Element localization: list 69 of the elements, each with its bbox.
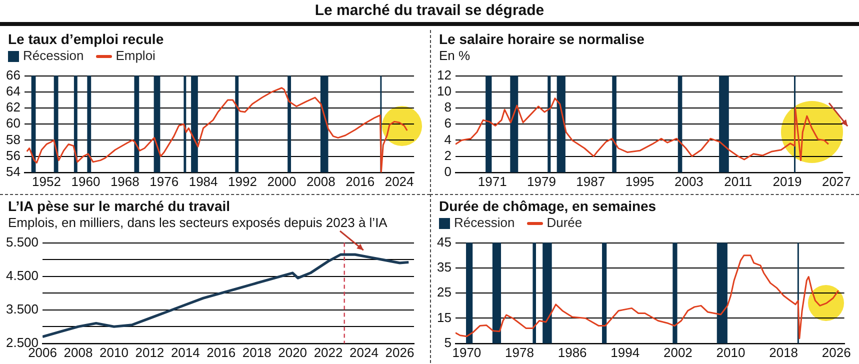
x-tick-label: 2016 — [346, 174, 375, 189]
y-tick-label: 66 — [6, 67, 20, 82]
x-tick-label: 2012 — [135, 344, 164, 360]
y-tick-label: 6 — [444, 116, 452, 131]
x-tick-label: 2000 — [267, 174, 296, 189]
legend-label: Emploi — [116, 48, 156, 64]
chart-subtitle: En % — [438, 48, 472, 64]
x-tick-label: 1952 — [32, 174, 61, 189]
y-tick-label: 2 — [444, 148, 452, 163]
x-tick-label: 1968 — [110, 174, 140, 189]
x-tick-label: 1971 — [478, 174, 507, 189]
legend-label: Récession — [23, 48, 84, 64]
x-tick-label: 2018 — [242, 344, 272, 360]
x-tick-label: 1978 — [505, 344, 534, 360]
x-tick-label: 2019 — [772, 174, 802, 189]
x-tick-label: 2024 — [384, 174, 414, 189]
y-tick-label: 10 — [436, 83, 452, 98]
y-tick-label: 5.500 — [6, 234, 39, 250]
y-tick-label: 3.500 — [6, 301, 39, 316]
x-tick-label: 2008 — [64, 344, 93, 360]
x-tick-label: 2002 — [663, 344, 692, 360]
x-tick-label: 2003 — [674, 174, 704, 189]
chart-title: Le salaire horaire se normalise — [438, 30, 646, 48]
x-tick-label: 1987 — [576, 174, 606, 189]
text: Le marché du travail se dégrade — [0, 0, 859, 26]
y-tick-label: 4.500 — [6, 268, 39, 283]
x-tick-label: 1994 — [610, 344, 640, 360]
x-tick-label: 1960 — [71, 174, 100, 189]
y-tick-label: 54 — [6, 164, 20, 179]
chart-subtitle: Emplois, en milliers, dans les secteurs exposés depuis 2023 à l’IA — [7, 215, 388, 231]
y-tick-label: 35 — [436, 260, 452, 275]
x-tick-label: 2022 — [314, 344, 343, 360]
y-tick-label: 56 — [6, 148, 20, 163]
y-tick-label: 62 — [6, 100, 20, 115]
y-tick-label: 5 — [444, 334, 452, 350]
y-tick-label: 0 — [444, 164, 452, 179]
x-tick-label: 2014 — [170, 344, 200, 360]
x-tick-label: 1984 — [188, 174, 218, 189]
y-tick-label: 64 — [6, 83, 20, 98]
y-tick-label: 60 — [6, 116, 20, 131]
y-tick-label: 25 — [436, 284, 452, 300]
x-tick-label: 2011 — [724, 174, 752, 189]
x-tick-label: 2010 — [100, 344, 128, 360]
x-tick-label: 2024 — [350, 344, 378, 360]
x-tick-label: 2008 — [306, 174, 336, 189]
chart-title: Durée de chômage, en semaines — [438, 197, 658, 215]
x-tick-label: 1976 — [150, 174, 179, 189]
y-tick-label: 15 — [436, 310, 452, 325]
x-tick-label: 1970 — [452, 344, 482, 360]
chart-title: L’IA pèse sur le marché du travail — [7, 197, 232, 215]
x-tick-label: 1979 — [527, 174, 556, 189]
legend-label: Récession — [454, 215, 515, 231]
x-tick-label: 2018 — [769, 344, 798, 360]
y-tick-label: 45 — [436, 234, 452, 250]
y-tick-label: 58 — [6, 132, 20, 147]
x-tick-label: 2020 — [278, 344, 308, 360]
legend-label: Durée — [546, 215, 582, 231]
x-tick-label: 1995 — [625, 174, 654, 189]
x-tick-label: 2027 — [822, 174, 851, 189]
x-tick-label: 1992 — [228, 174, 257, 189]
x-tick-label: 2026 — [385, 344, 414, 360]
x-tick-label: 2026 — [822, 344, 851, 360]
x-tick-label: 2010 — [716, 344, 746, 360]
y-tick-label: 12 — [436, 67, 452, 82]
x-tick-label: 1986 — [558, 344, 587, 360]
y-tick-label: 4 — [444, 132, 452, 147]
y-tick-label: 8 — [444, 100, 452, 115]
x-tick-label: 2016 — [206, 344, 236, 360]
chart-title: Le taux d’emploi recule — [7, 30, 165, 48]
